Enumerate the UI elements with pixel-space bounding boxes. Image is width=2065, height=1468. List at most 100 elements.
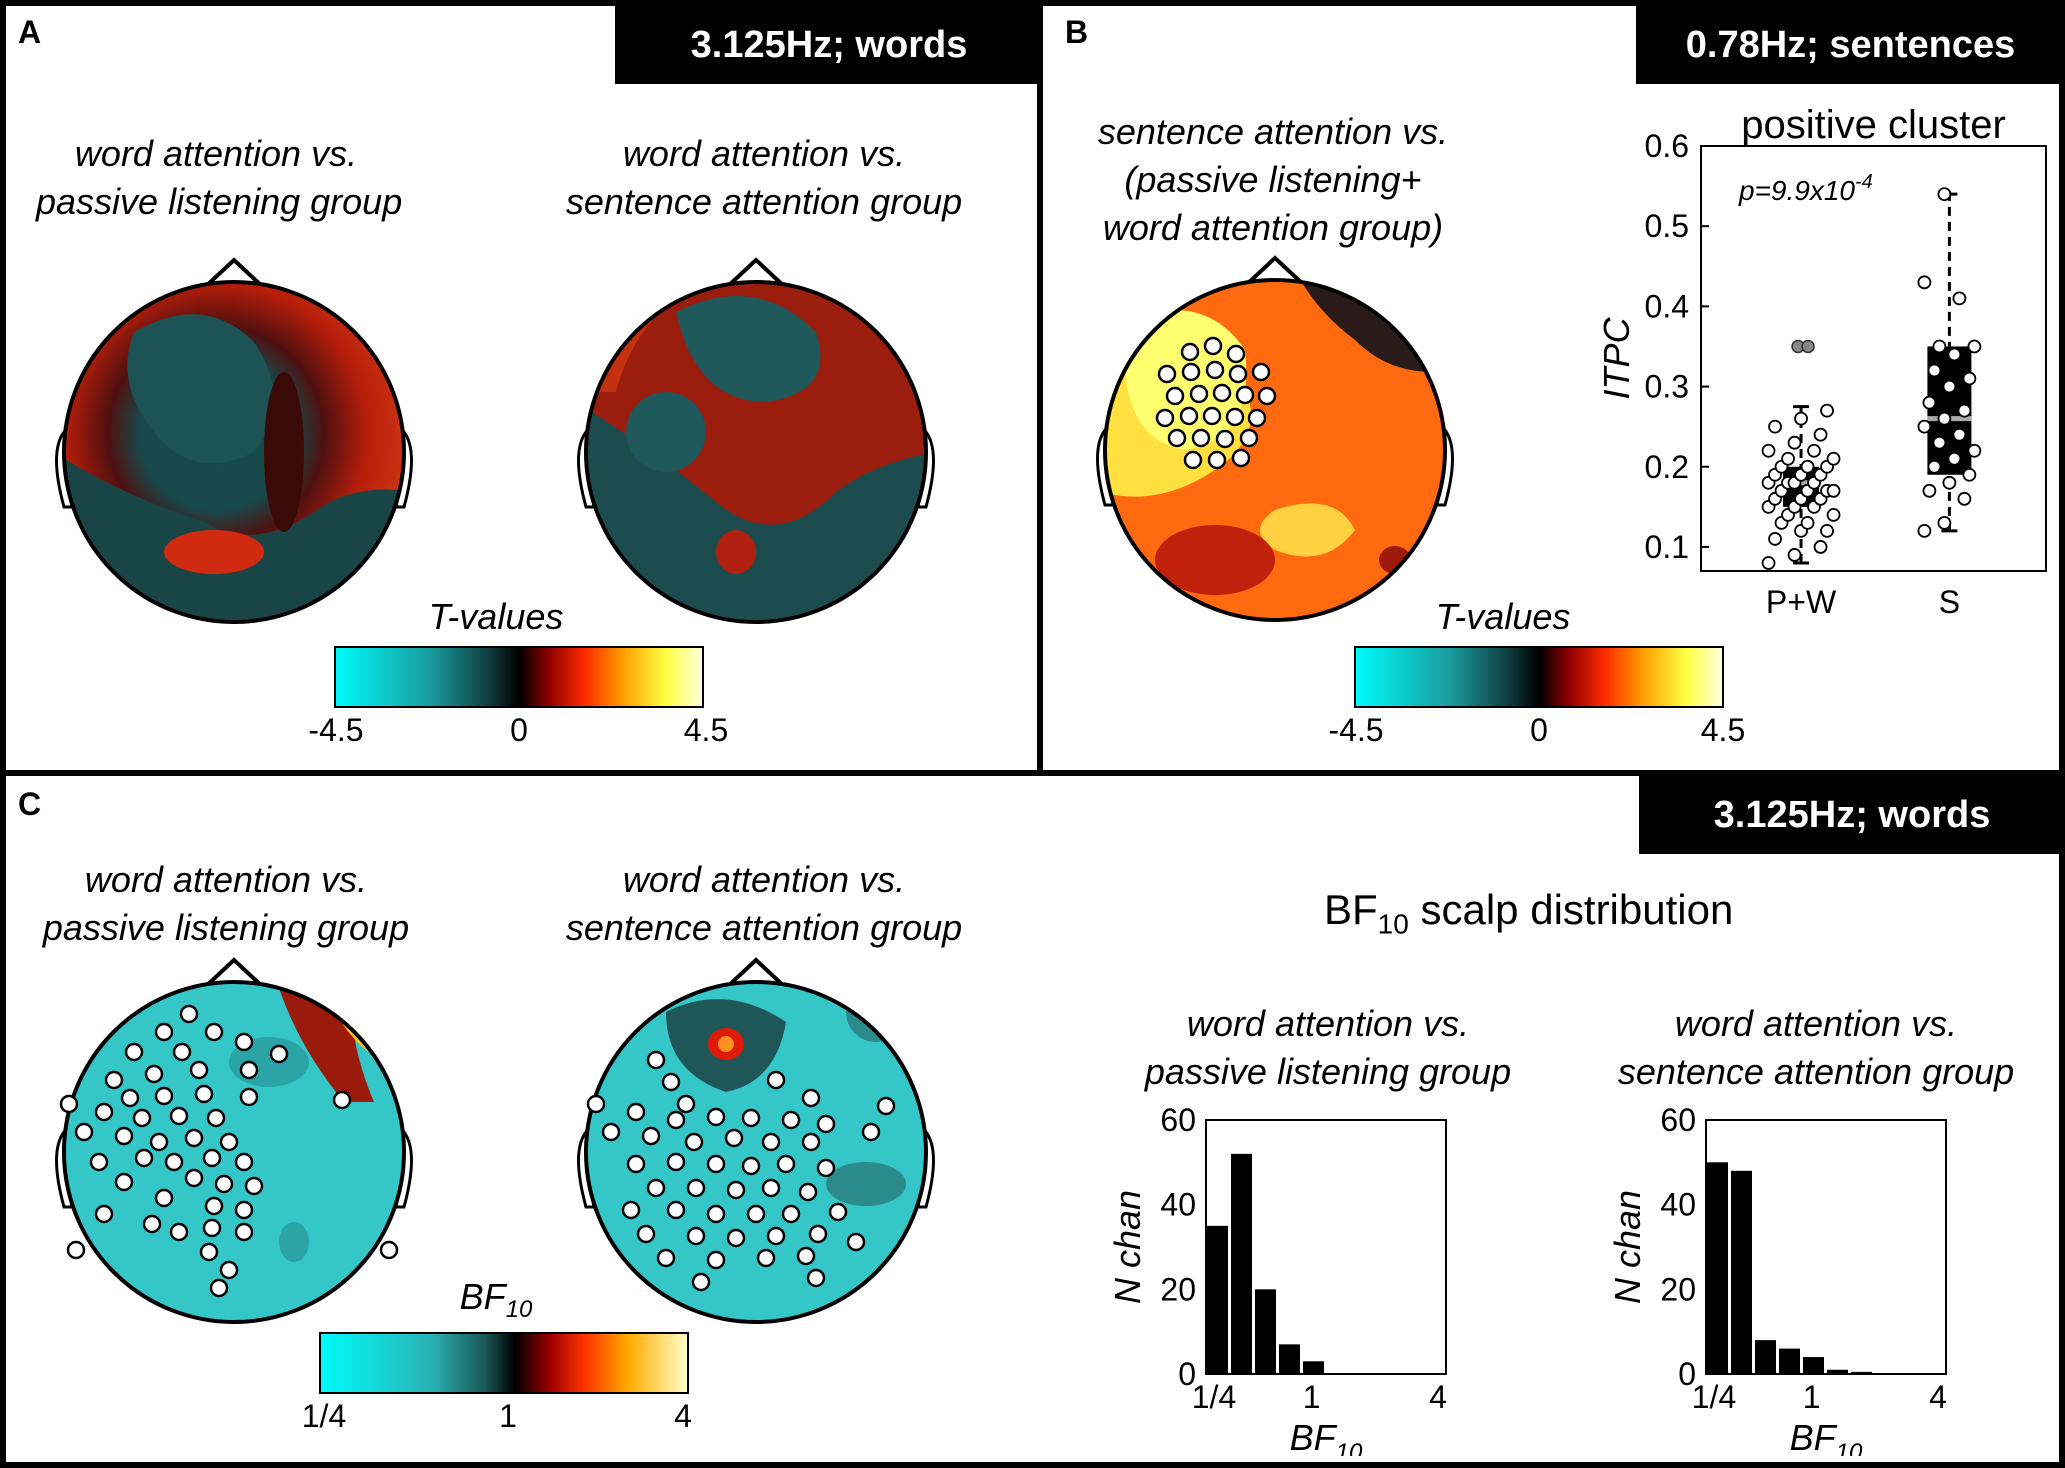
- hist2-xtick-label: 1/4: [1692, 1379, 1736, 1415]
- boxplot-point: [1942, 475, 1957, 490]
- hist2-frame: [1705, 1119, 1947, 1375]
- colorbar-c-label: BF10: [459, 1276, 533, 1324]
- panel-a: A 3.125Hz; words word attention vs. pass…: [0, 0, 1043, 776]
- hist1-ytick-label: 0: [1178, 1356, 1196, 1392]
- colorbar-a-tick-min: -4.5: [308, 712, 364, 748]
- colorbar-a-tick-max: 4.5: [683, 712, 729, 748]
- colorbar-c: [319, 1332, 689, 1394]
- boxplot-point: [1927, 363, 1942, 378]
- colorbar-c-tick-mid: 1: [499, 1398, 517, 1434]
- hist1-xlabel: BF10: [1290, 1417, 1363, 1456]
- boxplot-point: [1813, 427, 1828, 442]
- hist1-bar: [1303, 1361, 1324, 1374]
- panel-c-tag: 3.125Hz; words: [1639, 776, 2065, 854]
- boxplot-point: [1826, 451, 1841, 466]
- boxplot-point: [1962, 371, 1977, 386]
- cluster-electrodes-b: [1155, 336, 1277, 470]
- hist2-xlabel: BF10: [1790, 1417, 1863, 1456]
- boxplot-ylabel: ITPC: [1596, 317, 1637, 400]
- hist1-bar: [1231, 1153, 1252, 1374]
- boxplot-point: [1957, 403, 1972, 418]
- hist2-bar: [1851, 1371, 1872, 1374]
- boxplot-point: [1922, 483, 1937, 498]
- hist2-bar: [1707, 1162, 1728, 1374]
- hist2-bar: [1755, 1340, 1776, 1374]
- hist1-ytick-label: 40: [1160, 1187, 1196, 1223]
- boxplot-point: [1820, 524, 1834, 538]
- boxplot-point: [1917, 524, 1932, 538]
- boxplot-point: [1813, 540, 1828, 554]
- colorbar-b: [1354, 646, 1724, 708]
- colorbar-c-tick-min: 1/4: [301, 1398, 347, 1434]
- electrodes-c1: [59, 1004, 399, 1298]
- hist2-xtick-label: 1: [1803, 1379, 1821, 1415]
- boxplot-point: [1937, 411, 1952, 426]
- boxplot-ytick-label: 0.5: [1645, 208, 1689, 244]
- hist2-bar: [1803, 1357, 1824, 1374]
- panel-c-letter: C: [18, 786, 42, 822]
- panel-a-title-1: word attention vs. passive listening gro…: [36, 133, 403, 222]
- hist1-ylabel: N chan: [1107, 1190, 1148, 1304]
- boxplot-point: [1937, 515, 1952, 530]
- panel-b-letter: B: [1065, 14, 1089, 50]
- boxplot-point: [1942, 379, 1957, 394]
- panel-b-tag: 0.78Hz; sentences: [1636, 6, 2065, 84]
- boxplot-point: [1952, 291, 1967, 306]
- boxplot-point: [1962, 467, 1977, 482]
- boxplot-point: [1768, 532, 1782, 546]
- boxplot-point: [1781, 451, 1795, 466]
- boxplot-point: [1787, 548, 1802, 562]
- boxplot-point: [1957, 491, 1972, 506]
- boxplot-point: [1937, 187, 1952, 202]
- bf-histogram-2: 0 20 40 60 1/4 1 4 BF10 N chan: [1607, 1106, 1947, 1456]
- colorbar-a-label: T-values: [428, 596, 564, 637]
- hist1-xtick-label: 4: [1429, 1379, 1447, 1415]
- boxplot-pvalue: p=9.9x10-4: [1738, 171, 1873, 206]
- panel-a-title-2: word attention vs. sentence attention gr…: [565, 133, 963, 222]
- boxplot-point: [1952, 427, 1967, 442]
- boxplot-xtick-label: S: [1939, 584, 1960, 620]
- hist2-ytick-label: 60: [1660, 1106, 1696, 1138]
- boxplot-point: [1761, 443, 1776, 458]
- itpc-boxplot: positive cluster 0.1 0.2 0.3 0.4 0.5 0.6 ITPC P+…: [1596, 106, 2047, 620]
- boxplot-point: [1947, 451, 1962, 466]
- boxplot-ytick-label: 0.4: [1645, 288, 1689, 324]
- panel-c: C 3.125Hz; words word attention vs. pass…: [0, 770, 2065, 1468]
- hist2-bar: [1731, 1170, 1752, 1374]
- boxplot-point: [1947, 347, 1962, 362]
- boxplot-ytick-label: 0.2: [1645, 449, 1689, 485]
- hist1-xtick-label: 1: [1303, 1379, 1321, 1415]
- boxplot-title: positive cluster: [1741, 106, 2006, 147]
- colorbar-b-tick-mid: 0: [1530, 712, 1548, 748]
- boxplot-point: [1820, 403, 1834, 418]
- boxplot-point: [1826, 483, 1841, 498]
- bf-histogram-1: 0 20 40 60 1/4 1 4 BF10 N chan: [1107, 1106, 1447, 1456]
- boxplot-point: [1932, 435, 1947, 450]
- hist1-ytick-label: 20: [1160, 1271, 1196, 1307]
- hist2-xtick-label: 4: [1929, 1379, 1947, 1415]
- colorbar-b-tick-min: -4.5: [1328, 712, 1384, 748]
- bf-distribution-title: BF10 scalp distribution: [1324, 886, 1734, 940]
- boxplot-ytick-label: 0.6: [1645, 128, 1689, 164]
- boxplot-point: [1917, 275, 1932, 290]
- boxplot-point: [1917, 419, 1932, 434]
- boxplot-point: [1794, 411, 1808, 426]
- colorbar-a-tick-mid: 0: [510, 712, 528, 748]
- scalp-map-c1: [55, 957, 413, 1324]
- boxplot-point: [1761, 556, 1776, 570]
- boxplot-xtick-label: P+W: [1766, 584, 1837, 620]
- hist2-title: word attention vs. sentence attention gr…: [1617, 1003, 2015, 1092]
- boxplot-point: [1922, 395, 1937, 410]
- boxplot-point: [1787, 435, 1802, 450]
- panel-b: B 0.78Hz; sentences sentence attention v…: [1037, 0, 2065, 776]
- hist1-bar: [1279, 1344, 1300, 1374]
- hist1-frame: [1205, 1119, 1447, 1375]
- scalp-map-a1: [55, 257, 413, 624]
- boxplot-point: [1800, 515, 1815, 530]
- boxplot-ytick-label: 0.1: [1645, 529, 1689, 565]
- boxplot-point: [1967, 443, 1982, 458]
- hist1-title: word attention vs. passive listening gro…: [1144, 1003, 1512, 1092]
- boxplot-point: [1768, 419, 1782, 434]
- hist1-bar: [1207, 1225, 1228, 1374]
- colorbar-c-tick-max: 4: [674, 1398, 692, 1434]
